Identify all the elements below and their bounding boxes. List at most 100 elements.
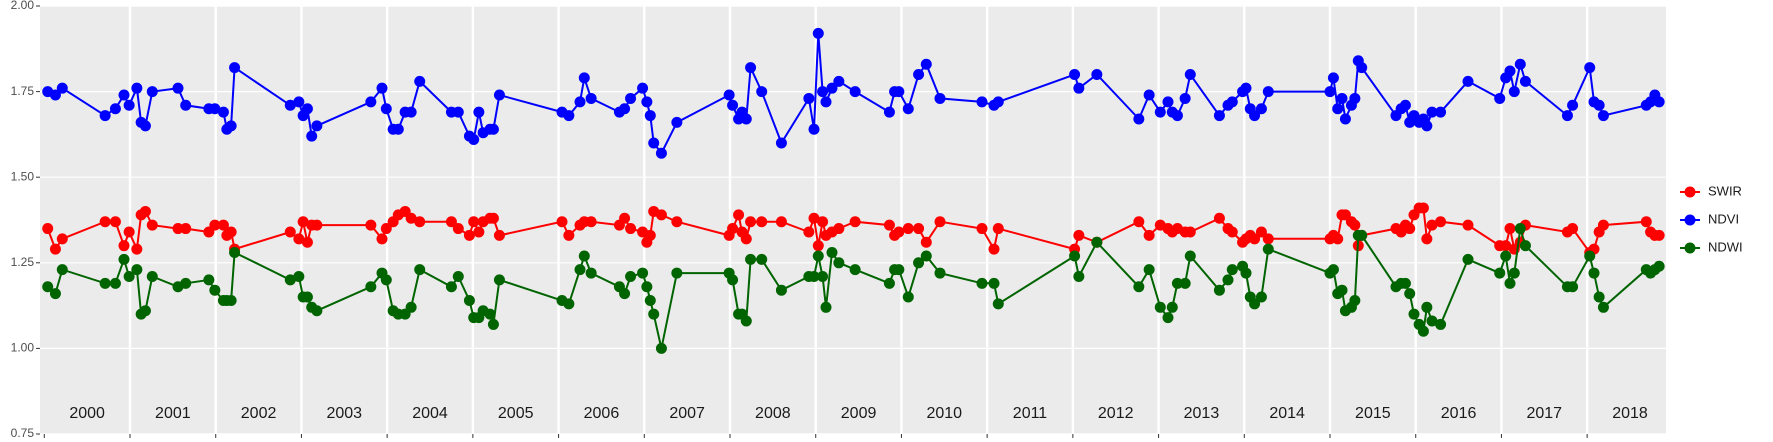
point <box>131 264 143 276</box>
point <box>1349 92 1361 104</box>
point <box>733 209 745 221</box>
y-tick-label: 2.00 <box>11 0 35 12</box>
point <box>812 240 824 252</box>
point <box>1332 103 1344 115</box>
x-tick-label: 2000 <box>69 405 105 422</box>
point <box>849 264 861 276</box>
point <box>380 223 392 235</box>
point <box>229 62 241 74</box>
point <box>301 236 313 248</box>
point <box>1567 281 1579 293</box>
point <box>487 123 499 135</box>
point <box>139 120 151 132</box>
point <box>146 270 158 282</box>
point <box>723 89 735 101</box>
point <box>1069 68 1081 80</box>
point <box>109 103 121 115</box>
point <box>1336 284 1348 296</box>
point <box>452 106 464 118</box>
point <box>833 223 845 235</box>
point <box>414 264 426 276</box>
point <box>992 298 1004 310</box>
point <box>1508 267 1520 279</box>
point <box>1500 250 1512 262</box>
point <box>445 216 457 228</box>
x-tick-label: 2008 <box>755 405 791 422</box>
point <box>1561 110 1573 122</box>
point <box>293 96 305 108</box>
point <box>727 274 739 286</box>
x-tick-label: 2007 <box>669 405 705 422</box>
point <box>473 226 485 238</box>
point <box>1435 318 1447 330</box>
point <box>1327 264 1339 276</box>
legend-label: NDWI <box>1708 239 1743 254</box>
y-tick-label: 0.75 <box>11 426 35 440</box>
point <box>585 267 597 279</box>
point <box>1213 284 1225 296</box>
point <box>414 216 426 228</box>
point <box>99 216 111 228</box>
x-tick-label: 2006 <box>584 405 620 422</box>
point <box>1154 301 1166 313</box>
point <box>920 250 932 262</box>
point <box>655 209 667 221</box>
point <box>118 240 130 252</box>
point <box>217 106 229 118</box>
point <box>1514 223 1526 235</box>
point <box>365 281 377 293</box>
point <box>376 233 388 245</box>
point <box>123 270 135 282</box>
point <box>826 82 838 94</box>
point <box>920 236 932 248</box>
point <box>1091 236 1103 248</box>
point <box>644 229 656 241</box>
point <box>574 96 586 108</box>
point <box>180 223 192 235</box>
y-tick-label: 1.25 <box>11 255 35 269</box>
point <box>172 223 184 235</box>
point <box>648 137 660 149</box>
point <box>380 274 392 286</box>
x-tick-label: 2002 <box>241 405 277 422</box>
point <box>1567 99 1579 111</box>
point <box>1356 229 1368 241</box>
point <box>284 99 296 111</box>
point <box>883 219 895 231</box>
point <box>803 226 815 238</box>
point <box>756 86 768 98</box>
point <box>209 219 221 231</box>
point <box>1255 226 1267 238</box>
y-tick-label: 1.75 <box>11 84 35 98</box>
point <box>671 116 683 128</box>
point <box>1417 325 1429 337</box>
point <box>913 223 925 235</box>
point <box>284 274 296 286</box>
point <box>1504 277 1516 289</box>
point <box>1327 72 1339 84</box>
point <box>146 219 158 231</box>
x-tick-label: 2017 <box>1526 405 1562 422</box>
point <box>1593 291 1605 303</box>
point <box>578 72 590 84</box>
point <box>625 223 637 235</box>
legend-label: NDVI <box>1708 211 1739 226</box>
point <box>1226 96 1238 108</box>
x-tick-label: 2003 <box>326 405 362 422</box>
legend-label: SWIR <box>1708 183 1742 198</box>
point <box>463 229 475 241</box>
x-tick-label: 2010 <box>926 405 962 422</box>
point <box>563 229 575 241</box>
point <box>1593 99 1605 111</box>
point <box>902 103 914 115</box>
point <box>1597 219 1609 231</box>
point <box>1133 113 1145 125</box>
point <box>1653 96 1665 108</box>
point <box>1404 288 1416 300</box>
point <box>284 226 296 238</box>
point <box>99 110 111 122</box>
x-tick-label: 2018 <box>1612 405 1648 422</box>
point <box>1435 216 1447 228</box>
point <box>1500 240 1512 252</box>
point <box>833 257 845 269</box>
